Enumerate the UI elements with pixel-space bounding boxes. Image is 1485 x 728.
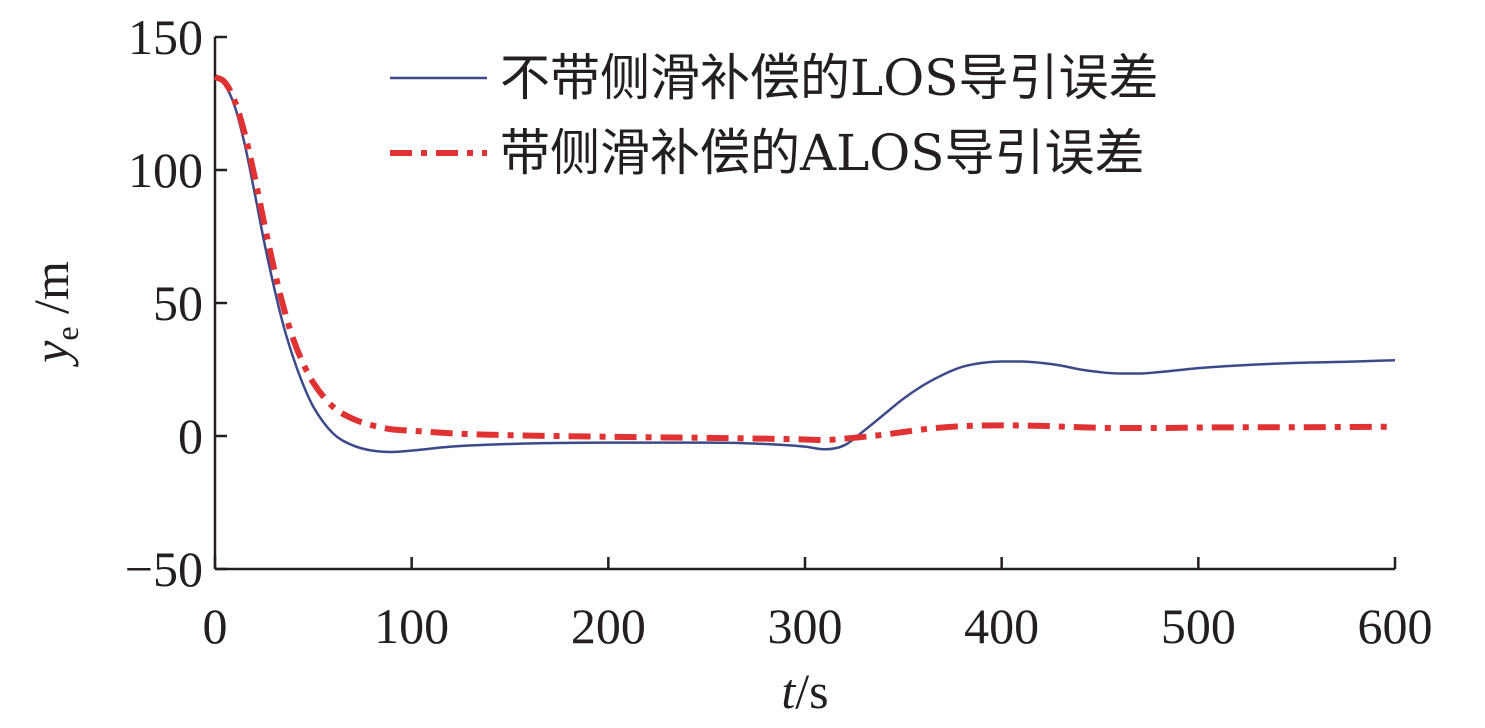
series-los-line <box>214 75 1396 454</box>
y-axis-title: ye /m <box>23 261 85 368</box>
y-axis-subscript: e <box>49 326 85 340</box>
y-axis-unit: /m <box>23 261 79 326</box>
x-tick-label: 600 <box>1358 598 1433 654</box>
y-tick-label: 50 <box>153 275 203 331</box>
x-tick-label: 0 <box>203 598 228 654</box>
x-tick-label: 100 <box>374 598 449 654</box>
x-tick-label: 200 <box>571 598 646 654</box>
x-tick-label: 400 <box>964 598 1039 654</box>
series-layer <box>213 74 1396 454</box>
legend-label: 不带侧滑补偿的LOS导引误差 <box>500 49 1158 107</box>
x-tick-label: 300 <box>768 598 843 654</box>
legend-label: 带侧滑补偿的ALOS导引误差 <box>500 124 1145 182</box>
x-axis-title: t/s <box>781 663 828 719</box>
x-tick-label: 500 <box>1161 598 1236 654</box>
y-tick-label: 100 <box>128 142 203 198</box>
y-axis-variable: y <box>23 340 79 368</box>
y-tick-label: 150 <box>128 9 203 65</box>
x-axis-variable: t <box>781 663 796 719</box>
x-axis-unit: /s <box>795 663 828 719</box>
y-tick-label: 0 <box>178 408 203 464</box>
series-alos-line <box>213 74 1396 443</box>
y-tick-label: −50 <box>125 541 203 597</box>
